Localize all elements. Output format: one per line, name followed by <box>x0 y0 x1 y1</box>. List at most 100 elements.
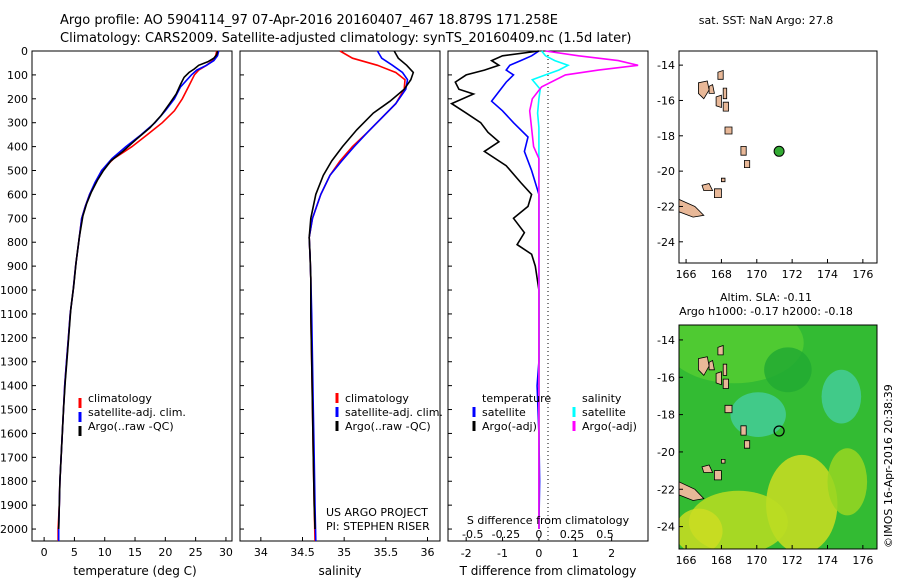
sst-map: sat. SST: NaN Argo: 27.8 166 168 170 172 174… <box>657 14 878 281</box>
series-line-satellite-s <box>530 50 571 529</box>
x-tick-label: 36 <box>421 546 435 559</box>
lon-tick-label: 174 <box>817 268 838 281</box>
island-shape <box>744 160 751 169</box>
series-line-climatology <box>57 50 218 541</box>
x-tick-label: 25 <box>189 546 203 559</box>
lat-tick-label: -22 <box>657 483 675 496</box>
lat-tick-label: -18 <box>657 409 675 422</box>
y-tick-label: 0 <box>21 45 28 58</box>
x-tick-label: 1 <box>572 547 579 560</box>
y-tick-label: 1000 <box>0 284 28 297</box>
title-line-1: Argo profile: AO 5904114_97 07-Apr-2016 … <box>60 13 558 28</box>
island-shape <box>722 378 729 389</box>
y-tick-label: 1300 <box>0 356 28 369</box>
lon-tick-label: 170 <box>746 554 767 567</box>
x-tick-label: 30 <box>219 546 233 559</box>
sst-map-coastlines <box>679 69 751 218</box>
y-tick-label: 300 <box>7 117 28 130</box>
y-tick-label: 700 <box>7 212 28 225</box>
title-line-2: Climatology: CARS2009. Satellite-adjuste… <box>60 31 632 46</box>
lat-tick-label: -22 <box>657 200 675 213</box>
sla-map-field <box>679 325 877 549</box>
y-tick-label: 1500 <box>0 404 28 417</box>
lat-tick-label: -14 <box>657 59 675 72</box>
lon-tick-label: 166 <box>676 554 697 567</box>
legend-label-climatology: climatology <box>88 392 152 405</box>
x-tick-label: 10 <box>98 546 112 559</box>
island-shape <box>724 126 733 135</box>
island-shape <box>717 344 724 356</box>
island-shape <box>740 145 747 156</box>
island-shape <box>698 80 710 100</box>
sla-field-patch <box>821 369 862 424</box>
sst-map-axes: 166 168 170 172 174 176 -14 -16 -18 -20 -22 -24 <box>657 59 873 281</box>
lon-tick-label: 174 <box>817 554 838 567</box>
y-tick-label: 2000 <box>0 523 28 536</box>
sla-field-patch <box>764 347 812 393</box>
s-tick-label: -0.5 <box>462 528 483 541</box>
island-shape <box>721 177 726 183</box>
y-tick-label: 900 <box>7 260 28 273</box>
y-tick-label: 400 <box>7 141 28 154</box>
lon-tick-label: 168 <box>711 554 732 567</box>
island-shape <box>701 464 714 473</box>
x-tick-label: 34 <box>254 546 268 559</box>
sla-field-patch <box>827 448 868 516</box>
temperature-series <box>57 50 220 541</box>
s-difference-label: S difference from climatology <box>467 514 630 527</box>
x-tick-label: 2 <box>608 547 615 560</box>
series-line-argo-adj-s <box>528 50 639 529</box>
y-tick-label: 200 <box>7 93 28 106</box>
legend-label-climatology: climatology <box>345 392 409 405</box>
island-shape <box>701 183 714 192</box>
argo-float-marker <box>773 145 785 157</box>
lon-tick-label: 166 <box>676 268 697 281</box>
y-tick-label: 1700 <box>0 451 28 464</box>
sla-map-title-2: Argo h1000: -0.17 h2000: -0.18 <box>679 305 853 318</box>
island-shape <box>679 481 705 501</box>
lat-tick-label: -24 <box>657 236 675 249</box>
difference-x-axis: -2 -1 0 1 2 -0.5 -0.25 0 0.25 0.5 <box>461 528 615 560</box>
y-tick-label: 1100 <box>0 308 28 321</box>
legend-label-satellite: satellite-adj. clim. <box>345 406 443 419</box>
temperature-legend: climatology satellite-adj. clim. Argo(..… <box>78 392 186 436</box>
lon-tick-label: 172 <box>782 554 803 567</box>
sst-map-title: sat. SST: NaN Argo: 27.8 <box>699 14 833 27</box>
lat-tick-label: -20 <box>657 446 675 459</box>
island-shape <box>714 188 722 199</box>
island-shape <box>740 425 747 436</box>
y-tick-label: 1400 <box>0 380 28 393</box>
island-shape <box>721 458 726 464</box>
series-line-satellite-adj-clim <box>57 50 220 541</box>
series-line-satellite-adj-clim <box>308 50 409 542</box>
island-shape <box>715 94 722 109</box>
y-tick-label: 600 <box>7 188 28 201</box>
island-shape <box>722 363 728 376</box>
series-line-argo-raw-qc <box>57 50 219 530</box>
x-tick-label: -2 <box>461 547 472 560</box>
x-tick-label: -1 <box>497 547 508 560</box>
difference-panel: -2 -1 0 1 2 -0.5 -0.25 0 0.25 0.5 S difference fr… <box>447 50 649 578</box>
lat-tick-label: -16 <box>657 94 675 107</box>
lat-tick-label: -18 <box>657 130 675 143</box>
x-tick-label: 20 <box>158 546 172 559</box>
sla-field-patch <box>679 508 723 549</box>
y-tick-label: 1200 <box>0 332 28 345</box>
legend-header-salinity: salinity <box>582 392 622 405</box>
island-shape <box>715 371 722 386</box>
lon-tick-label: 168 <box>711 268 732 281</box>
series-line-argo-raw-qc <box>308 50 415 530</box>
x-tick-label: 5 <box>71 546 78 559</box>
depth-axis: 0 100 200 300 400 500 600 700 800 900 1000 1100 1200… <box>0 45 452 536</box>
legend-label-t-argo: Argo(-adj) <box>482 420 537 433</box>
x-tick-label: 0 <box>41 546 48 559</box>
island-shape <box>698 356 710 377</box>
salinity-axes-frame <box>239 50 441 542</box>
x-tick-label: 34.5 <box>290 546 315 559</box>
island-shape <box>714 470 722 481</box>
x-tick-label: 15 <box>128 546 142 559</box>
sla-map-frame <box>678 324 878 550</box>
lat-tick-label: -14 <box>657 334 675 347</box>
x-tick-label: 35.5 <box>374 546 399 559</box>
